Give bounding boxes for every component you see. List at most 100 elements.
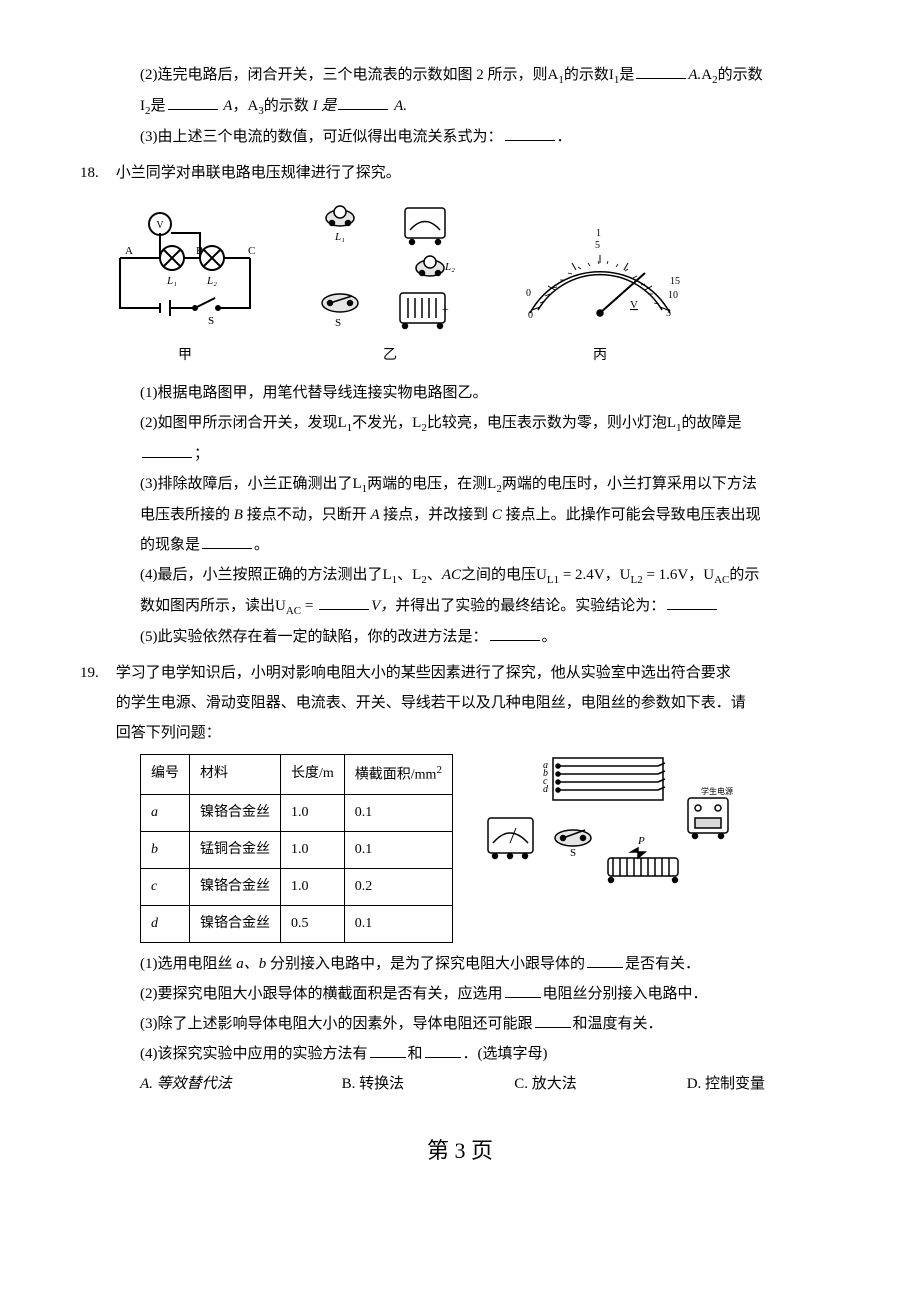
text: 接点不动，只断开 <box>247 507 367 523</box>
svg-text:L₂: L₂ <box>444 261 455 273</box>
cell: 1.0 <box>281 831 345 868</box>
blank-uac[interactable] <box>319 594 369 610</box>
circuit-apparatus-icon: a b c d S P 学生电源 <box>473 748 733 888</box>
q18-num: 18. <box>80 158 112 188</box>
q18-intro: 小兰同学对串联电路电压规律进行了探究。 <box>116 158 816 188</box>
text: 电压表所接的 <box>140 507 230 523</box>
q19-table: 编号 材料 长度/m 横截面积/mm2 a 镍铬合金丝 1.0 0.1 b 锰铜… <box>140 754 453 943</box>
q18-p3c: 的现象是。 <box>140 530 840 560</box>
q19-subquestions: (1)选用电阻丝 a、b 分别接入电路中，是为了探究电阻大小跟导体的是否有关． … <box>140 949 840 1099</box>
text: 分别接入电路中，是为了探究电阻大小跟导体的 <box>270 956 585 972</box>
text: 和温度有关． <box>573 1016 663 1032</box>
q19-num: 19. <box>80 658 112 688</box>
unit: A <box>220 98 233 114</box>
q18-subquestions: (1)根据电路图甲，用笔代替导线连接实物电路图乙。 (2)如图甲所示闭合开关，发… <box>140 378 840 652</box>
text: 的现象是 <box>140 537 200 553</box>
q18-p4: (4)最后，小兰按照正确的方法测出了L1、L2、AC之间的电压UL1 = 2.4… <box>140 560 840 591</box>
svg-text:L₁: L₁ <box>166 275 177 287</box>
text: 之间的电压U <box>461 567 547 583</box>
svg-text:L₁: L₁ <box>334 231 345 243</box>
blank-method1[interactable] <box>370 1042 406 1058</box>
text: (2)连完电路后，闭合开关，三个电流表的示数如图 2 所示，则A <box>140 67 558 83</box>
text: (5)此实验依然存在着一定的缺陷，你的改进方法是： <box>140 629 488 645</box>
q18-p2: (2)如图甲所示闭合开关，发现L1不发光，L2比较亮，电压表示数为零，则小灯泡L… <box>140 408 840 439</box>
option-c[interactable]: C. 放大法 <box>514 1069 577 1099</box>
blank-factor[interactable] <box>535 1012 571 1028</box>
text: (3)除了上述影响导体电阻大小的因素外，导体电阻还可能跟 <box>140 1016 533 1032</box>
q19-p1: (1)选用电阻丝 a、b 分别接入电路中，是为了探究电阻大小跟导体的是否有关． <box>140 949 840 979</box>
fig1-caption: 甲 <box>178 342 192 370</box>
unit: A. <box>688 67 701 83</box>
blank-improve[interactable] <box>490 625 540 641</box>
voltmeter-dial-icon: 0 0 5 1 10 3 15 V <box>510 218 690 338</box>
cell: 镍铬合金丝 <box>190 868 281 905</box>
svg-text:V: V <box>630 299 638 311</box>
circuit-diagram-icon: V A B C L₁ L₂ S <box>100 208 270 338</box>
text: 接点，并改接到 <box>383 507 488 523</box>
physical-circuit-icon: L₁ L₂ S + <box>300 198 480 338</box>
blank-phenomenon[interactable] <box>202 533 252 549</box>
blank-material[interactable] <box>587 952 623 968</box>
svg-text:+: + <box>442 302 449 316</box>
option-a[interactable]: A. 等效替代法 <box>140 1069 232 1099</box>
cell: c <box>141 868 190 905</box>
text: 。 <box>542 629 557 645</box>
q18-figures: V A B C L₁ L₂ S 甲 <box>100 198 840 370</box>
svg-text:学生电源: 学生电源 <box>701 786 733 796</box>
text: 的示数I <box>564 67 614 83</box>
blank-method2[interactable] <box>425 1042 461 1058</box>
cell: 锰铜合金丝 <box>190 831 281 868</box>
svg-text:C: C <box>248 245 255 257</box>
option-b[interactable]: B. 转换法 <box>342 1069 405 1099</box>
blank-fault[interactable] <box>142 442 192 458</box>
svg-text:15: 15 <box>670 276 680 287</box>
text: 是 <box>619 67 634 83</box>
text: 、L <box>397 567 421 583</box>
q18-p1: (1)根据电路图甲，用笔代替导线连接实物电路图乙。 <box>140 378 840 408</box>
q17-continuation: (2)连完电路后，闭合开关，三个电流表的示数如图 2 所示，则A1的示数I1是A… <box>140 60 840 152</box>
text: 两端的电压时，小兰打算采用以下方法 <box>502 476 757 492</box>
blank-i2[interactable] <box>168 94 218 110</box>
svg-text:P: P <box>637 835 645 847</box>
table-header-row: 编号 材料 长度/m 横截面积/mm2 <box>141 755 453 795</box>
q19-body: 学习了电学知识后，小明对影响电阻大小的某些因素进行了探究，他从实验室中选出符合要… <box>116 658 816 748</box>
q18-p3b: 电压表所接的 B 接点不动，只断开 A 接点，并改接到 C 接点上。此操作可能会… <box>140 500 840 530</box>
page-footer: 第 3 页 <box>80 1129 840 1173</box>
text: 、 <box>427 567 442 583</box>
cell: a <box>141 794 190 831</box>
q17-p3: (3)由上述三个电流的数值，可近似得出电流关系式为：． <box>140 122 840 152</box>
text: (3)由上述三个电流的数值，可近似得出电流关系式为： <box>140 129 503 145</box>
text: 和 <box>408 1046 423 1062</box>
q19: 19. 学习了电学知识后，小明对影响电阻大小的某些因素进行了探究，他从实验室中选… <box>80 658 840 1099</box>
text: a、b <box>233 956 271 972</box>
text: I 是 <box>309 98 337 114</box>
text: AC <box>442 567 461 583</box>
svg-text:1: 1 <box>596 228 601 239</box>
blank-i3[interactable] <box>338 94 388 110</box>
cell: 1.0 <box>281 868 345 905</box>
table-row: c 镍铬合金丝 1.0 0.2 <box>141 868 453 905</box>
text: 比较亮，电压表示数为零，则小灯泡L <box>427 415 676 431</box>
q18-fig1: V A B C L₁ L₂ S 甲 <box>100 208 270 370</box>
q19-p3: (3)除了上述影响导体电阻大小的因素外，导体电阻还可能跟 和温度有关． <box>140 1009 840 1039</box>
cell: 0.2 <box>344 868 452 905</box>
th-length: 长度/m <box>281 755 345 795</box>
text: 的示数 <box>264 98 309 114</box>
cell: 0.5 <box>281 905 345 942</box>
blank-wires[interactable] <box>505 982 541 998</box>
th-material: 材料 <box>190 755 281 795</box>
svg-text:S: S <box>335 317 341 329</box>
blank-relation[interactable] <box>505 125 555 141</box>
table-row: d 镍铬合金丝 0.5 0.1 <box>141 905 453 942</box>
q18-fig2: L₁ L₂ S + 乙 <box>300 198 480 370</box>
text: A <box>247 98 258 114</box>
blank-conclusion[interactable] <box>667 594 717 610</box>
text: 不发光，L <box>352 415 421 431</box>
text: 数如图丙所示，读出U <box>140 598 286 614</box>
q19-intro3: 回答下列问题： <box>116 718 816 748</box>
text: A <box>701 67 712 83</box>
text: (1)选用电阻丝 <box>140 956 233 972</box>
blank-i1[interactable] <box>636 63 686 79</box>
option-d[interactable]: D. 控制变量 <box>687 1069 765 1099</box>
cell: 0.1 <box>344 831 452 868</box>
